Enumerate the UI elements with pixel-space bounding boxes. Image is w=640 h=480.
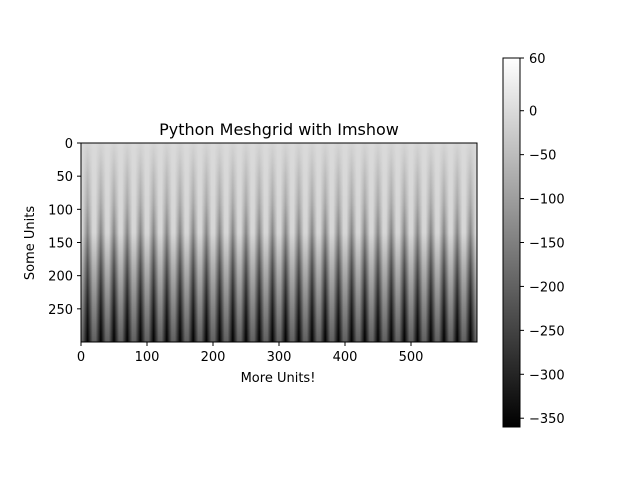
x-axis-label: More Units! xyxy=(241,371,316,386)
heatmap-stripe xyxy=(333,143,344,342)
x-tick-label: 400 xyxy=(333,350,358,365)
colorbar-tick-label: −350 xyxy=(529,412,565,427)
heatmap-stripe xyxy=(227,143,238,342)
y-tick-label: 0 xyxy=(65,137,73,152)
chart-title: Python Meshgrid with Imshow xyxy=(159,120,399,139)
heatmap-stripe xyxy=(386,143,397,342)
heatmap-stripe xyxy=(438,143,450,342)
y-tick-label: 150 xyxy=(48,237,73,252)
heatmap-stripe xyxy=(346,143,357,342)
colorbar-tick-label: −50 xyxy=(529,149,556,164)
colorbar-tick-label: −250 xyxy=(529,324,565,339)
colorbar-tick-label: −300 xyxy=(529,368,565,383)
heatmap-stripe xyxy=(201,143,212,342)
y-axis-ticks: 0 50 100 150 200 250 xyxy=(48,137,81,318)
heatmap-stripe xyxy=(293,143,304,342)
heatmap-stripe xyxy=(135,143,146,342)
heatmap-stripe xyxy=(280,143,291,342)
heatmap-stripe xyxy=(95,143,106,342)
x-tick-label: 300 xyxy=(267,350,292,365)
colorbar-ticks: 60 0 −50 −100 −150 −200 −250 −300 −350 xyxy=(520,52,565,427)
heatmap-stripe xyxy=(240,143,252,342)
heatmap-stripe xyxy=(148,143,159,342)
colorbar: 60 0 −50 −100 −150 −200 −250 −300 −350 xyxy=(502,52,565,428)
y-tick-label: 100 xyxy=(48,203,73,218)
y-tick-label: 200 xyxy=(48,270,73,285)
heatmap-stripe xyxy=(161,143,172,342)
heatmap-stripe xyxy=(122,143,133,342)
heatmap-stripe xyxy=(359,143,370,342)
x-tick-label: 200 xyxy=(201,350,226,365)
heatmap-stripe xyxy=(82,143,93,342)
heatmap-stripe xyxy=(425,143,436,342)
heatmap-stripe xyxy=(372,143,384,342)
x-axis-ticks: 0 100 200 300 400 500 xyxy=(77,342,424,365)
heatmap-stripe xyxy=(267,143,278,342)
heatmap-stripe xyxy=(188,143,199,342)
y-tick-label: 250 xyxy=(48,303,73,318)
x-tick-label: 500 xyxy=(399,350,424,365)
y-axis-label: Some Units xyxy=(23,206,38,280)
heatmap-stripe xyxy=(320,143,331,342)
heatmap-stripe xyxy=(465,143,476,342)
colorbar-tick-label: −100 xyxy=(529,193,565,208)
heatmap-image xyxy=(81,143,477,342)
y-tick-label: 50 xyxy=(56,170,73,185)
colorbar-tick-label: 60 xyxy=(529,52,546,67)
heatmap-vertical-shade xyxy=(81,143,477,342)
heatmap-stripe xyxy=(306,143,318,342)
x-tick-label: 100 xyxy=(135,350,160,365)
x-tick-label: 0 xyxy=(77,350,85,365)
heatmap-stripe xyxy=(174,143,186,342)
heatmap-stripe xyxy=(412,143,423,342)
heatmap-stripe xyxy=(452,143,463,342)
colorbar-tick-label: −200 xyxy=(529,280,565,295)
heatmap-stripe xyxy=(214,143,225,342)
heatmap-stripe xyxy=(254,143,265,342)
colorbar-tick-label: 0 xyxy=(529,105,537,120)
heatmap-stripe xyxy=(399,143,410,342)
colorbar-tick-label: −150 xyxy=(529,237,565,252)
heatmap-stripes xyxy=(82,143,476,342)
colorbar-gradient xyxy=(502,57,521,428)
heatmap-stripe xyxy=(108,143,120,342)
